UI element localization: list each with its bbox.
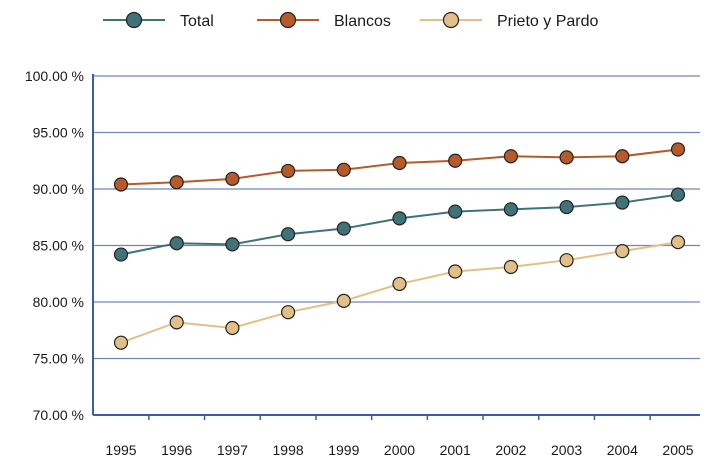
data-point-2-7 [503, 259, 518, 275]
data-point-1-1 [169, 175, 184, 190]
x-tick-label: 2001 [440, 442, 471, 458]
x-tick-label: 1997 [217, 442, 248, 458]
x-tick-label: 2005 [662, 442, 693, 458]
x-tick-label: 2003 [551, 442, 582, 458]
x-tick-label: 1999 [328, 442, 359, 458]
x-tick-label: 2004 [607, 442, 638, 458]
y-tick-label: 80.00 % [33, 294, 84, 310]
data-point-1-10 [670, 142, 686, 157]
data-point-0-10 [670, 187, 686, 202]
legend-marker-1 [279, 11, 297, 29]
legend-label-0: Total [180, 13, 214, 30]
data-point-0-2 [225, 237, 240, 252]
legend-marker-0 [125, 11, 143, 29]
data-point-1-8 [559, 150, 574, 165]
data-point-2-5 [392, 276, 407, 292]
data-point-1-2 [225, 171, 240, 186]
legend-label-2: Prieto y Pardo [497, 13, 598, 30]
y-tick-label: 85.00 % [33, 238, 84, 254]
data-point-0-1 [169, 236, 184, 251]
data-point-1-9 [615, 149, 630, 164]
data-point-0-6 [448, 204, 463, 219]
data-point-0-5 [392, 211, 407, 226]
x-tick-label: 1996 [161, 442, 192, 458]
y-tick-label: 95.00 % [33, 125, 84, 141]
x-tick-label: 1995 [105, 442, 136, 458]
y-tick-label: 90.00 % [33, 181, 84, 197]
x-tick-label: 2002 [495, 442, 526, 458]
y-tick-label: 75.00 % [33, 351, 84, 367]
data-point-2-8 [559, 253, 574, 268]
data-point-0-8 [559, 199, 574, 215]
data-point-1-0 [113, 177, 129, 192]
data-point-2-9 [615, 244, 630, 259]
data-point-0-7 [503, 202, 518, 217]
x-tick-label: 1998 [273, 442, 304, 458]
data-point-1-4 [336, 162, 351, 177]
data-point-1-5 [392, 155, 407, 171]
data-point-2-1 [169, 315, 184, 330]
data-point-0-9 [615, 195, 630, 210]
data-point-2-3 [281, 305, 296, 320]
data-point-2-10 [670, 235, 686, 250]
legend-marker-2 [442, 11, 460, 29]
data-point-0-0 [113, 247, 129, 262]
data-point-0-4 [336, 221, 351, 236]
series-line-2 [120, 241, 679, 344]
data-point-1-7 [503, 149, 518, 164]
y-tick-label: 100.00 % [25, 68, 84, 84]
data-point-1-3 [281, 163, 296, 179]
data-point-0-3 [281, 227, 296, 242]
y-tick-label: 70.00 % [33, 407, 84, 423]
legend-label-1: Blancos [334, 13, 391, 30]
data-point-2-2 [225, 320, 240, 336]
data-point-2-6 [448, 264, 463, 279]
data-point-2-0 [113, 335, 129, 350]
x-tick-label: 2000 [384, 442, 415, 458]
data-point-2-4 [336, 293, 351, 308]
data-point-1-6 [448, 153, 463, 168]
